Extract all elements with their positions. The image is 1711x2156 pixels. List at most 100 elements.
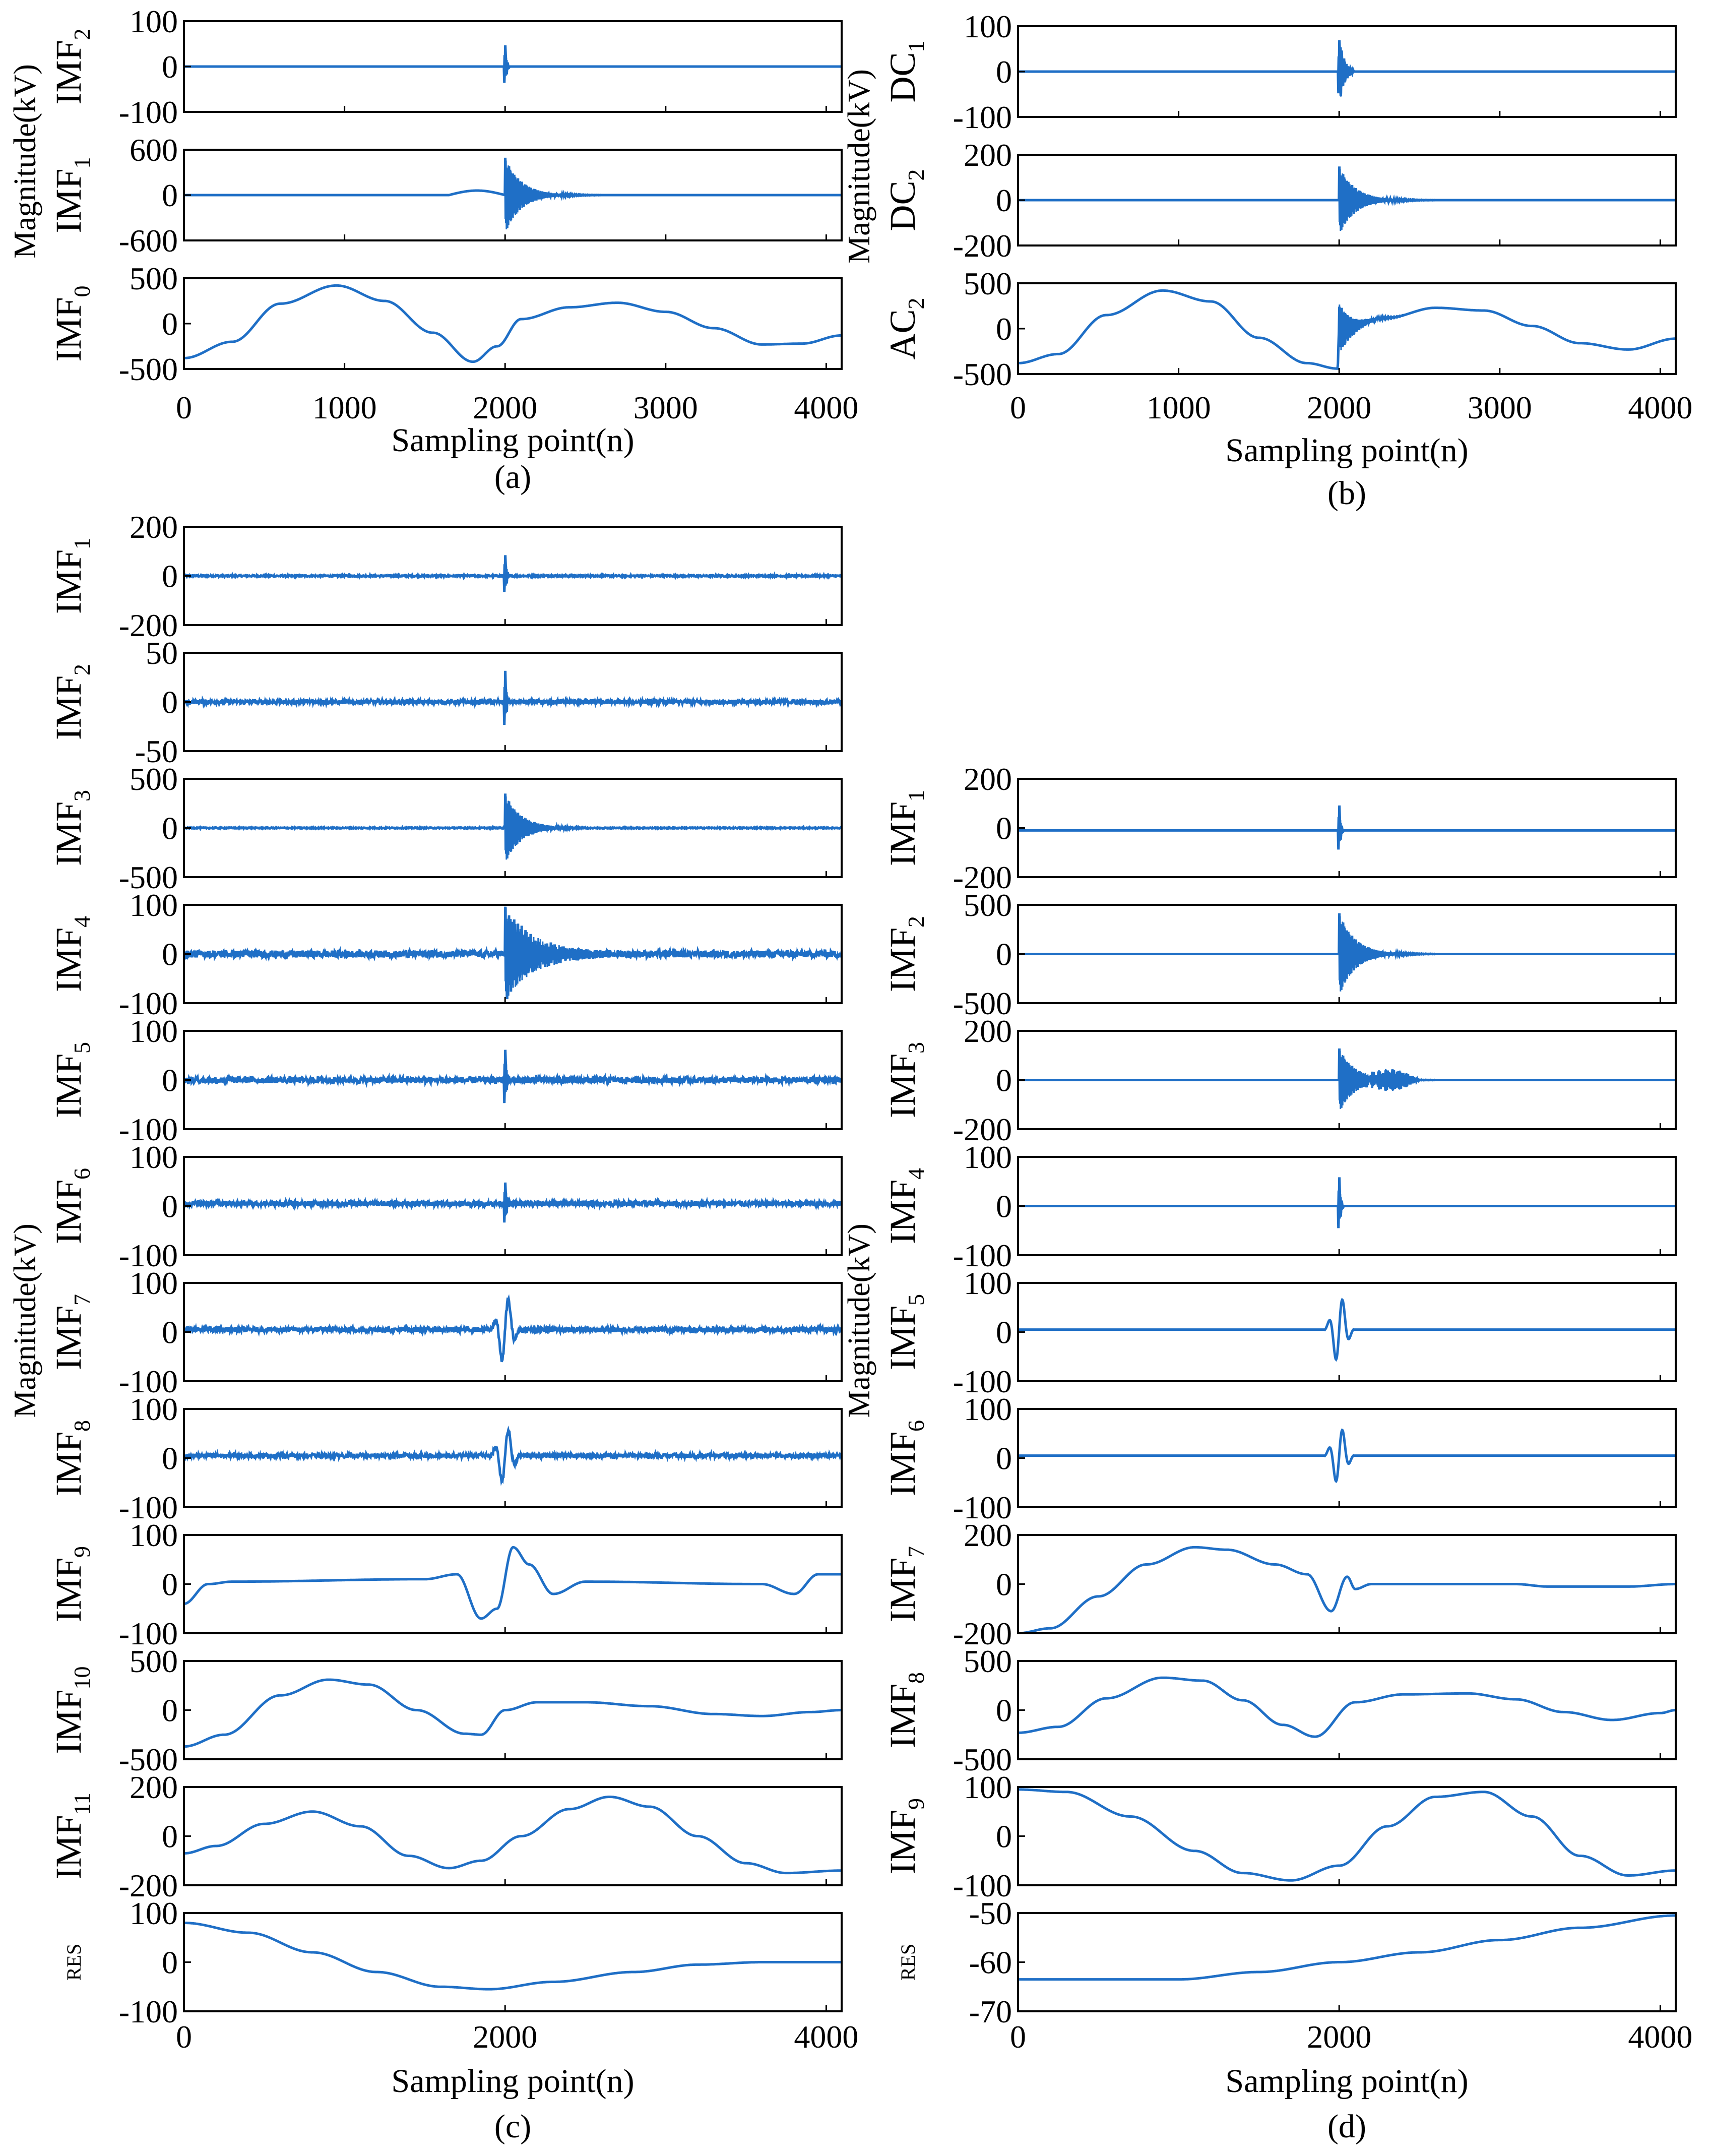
x-tick-label: 1000 — [312, 390, 377, 425]
panel-ylabel-sub: 11 — [69, 1793, 95, 1815]
x-tick-label: 0 — [176, 390, 192, 425]
x-axis-label: Sampling point(n) — [391, 2063, 634, 2100]
panel-imf5: 100 0 -100 IMF5 — [48, 1013, 843, 1147]
y-tick-label: -100 — [953, 99, 1012, 135]
panel-imf3: 200 0 -200 IMF3 — [882, 1013, 1677, 1147]
panel-imf8: 500 0 -500 IMF8 — [882, 1643, 1677, 1777]
panel-ylabel-sub: 1 — [69, 157, 95, 168]
panel-imf7: 200 0 -200 IMF7 — [882, 1517, 1677, 1651]
y-tick-label: -100 — [119, 1616, 178, 1651]
x-axis-label: Sampling point(n) — [1225, 2063, 1468, 2100]
y-tick-label: 500 — [964, 887, 1012, 923]
x-tick-label: 0 — [1010, 2019, 1026, 2055]
panel-ylabel-sub: 4 — [69, 916, 95, 928]
panel-ylabel: IMF11 — [48, 1793, 95, 1879]
panel-ylabel-main: IMF — [48, 297, 89, 361]
panel-ylabel: AC2 — [882, 297, 929, 359]
panel-ylabel: IMF1 — [882, 790, 929, 866]
y-tick-label: -100 — [119, 1364, 178, 1399]
panel-imf2: 50 0 -50 IMF2 — [48, 635, 843, 769]
y-tick-label: 0 — [162, 685, 178, 720]
panel-ylabel-main: DC — [882, 180, 923, 231]
series-line — [184, 1182, 842, 1223]
subfigure-caption: (c) — [494, 2108, 531, 2145]
y-tick-label: 0 — [162, 1945, 178, 1981]
y-tick-label: -100 — [119, 1238, 178, 1273]
y-tick-label: -500 — [119, 351, 178, 387]
panel-ylabel-main: IMF — [48, 40, 89, 104]
panel-ylabel-sub: 1 — [903, 790, 929, 802]
panel-imf4: 100 0 -100 IMF4 — [48, 887, 843, 1021]
series-line — [1018, 1298, 1676, 1362]
x-axis-label: Sampling point(n) — [1225, 432, 1468, 469]
y-tick-label: 500 — [964, 1643, 1012, 1679]
series-line-burst — [503, 1425, 602, 1474]
panel-ylabel: IMF2 — [882, 916, 929, 992]
axes-frame — [1017, 1534, 1677, 1634]
y-tick-label: 100 — [130, 1265, 178, 1301]
panel-ylabel: DC1 — [882, 40, 929, 102]
panel-ylabel-sub: 6 — [69, 1168, 95, 1180]
panel-ylabel: IMF5 — [882, 1294, 929, 1370]
panel-ylabel-sub: 2 — [903, 297, 929, 309]
panel-ylabel-sub: 2 — [903, 169, 929, 180]
y-tick-label: 200 — [130, 509, 178, 545]
x-tick-label: 2000 — [473, 2019, 537, 2055]
x-tick-label: 2000 — [1307, 2019, 1371, 2055]
y-tick-label: 0 — [162, 306, 178, 342]
panel-imf3: 500 0 -500 IMF3 — [48, 761, 843, 895]
panel-imf9: 100 0 -100 IMF9 — [882, 1769, 1677, 1903]
series-line — [184, 1546, 842, 1620]
x-tick-label: 0 — [176, 2019, 192, 2055]
axes-frame — [1017, 1660, 1677, 1760]
subfigure-caption: (d) — [1327, 2108, 1366, 2145]
panel-ylabel-sub: 3 — [69, 790, 95, 802]
y-tick-label: -50 — [969, 1895, 1012, 1931]
y-tick-label: -100 — [119, 1112, 178, 1147]
y-tick-label: -100 — [119, 1490, 178, 1525]
panel-ylabel: IMF9 — [48, 1546, 95, 1622]
panel-ylabel-main: IMF — [882, 1306, 923, 1370]
y-tick-label: 0 — [162, 1567, 178, 1603]
series-line-burst — [1337, 304, 1436, 369]
panel-imf6: 100 0 -100 IMF6 — [48, 1139, 843, 1273]
chart-group-d: 2000-200IMF15000-500IMF22000-200IMF31000… — [842, 761, 1692, 2145]
panel-ylabel-main: DC — [882, 52, 923, 102]
panel-ylabel: IMF4 — [882, 1168, 929, 1244]
y-tick-label: 0 — [996, 937, 1012, 972]
panel-ylabel-main: RES — [62, 1944, 85, 1981]
series-line-burst — [1337, 1429, 1436, 1474]
series-line — [1018, 1048, 1676, 1108]
series-line — [184, 1429, 842, 1486]
panel-ylabel-main: IMF — [48, 928, 89, 992]
series-line — [184, 670, 842, 725]
magnitude-axis-label: Magnitude(kV) — [842, 1223, 876, 1418]
y-tick-label: 100 — [130, 1517, 178, 1553]
y-tick-label: 100 — [130, 1391, 178, 1427]
series-line — [1018, 913, 1676, 990]
panel-ylabel-main: IMF — [48, 1689, 89, 1754]
y-tick-label: 200 — [130, 1769, 178, 1805]
panel-ylabel-main: IMF — [882, 928, 923, 992]
x-tick-label: 1000 — [1147, 390, 1211, 425]
panel-ylabel-main: IMF — [48, 675, 89, 740]
panel-ylabel: IMF0 — [48, 285, 95, 361]
panel-ylabel-sub: 10 — [69, 1666, 95, 1689]
y-tick-label: 500 — [130, 1643, 178, 1679]
magnitude-axis-label: Magnitude(kV) — [8, 64, 42, 259]
y-tick-label: 0 — [162, 1189, 178, 1224]
series-line-burst — [1337, 1299, 1436, 1352]
series-line — [184, 555, 842, 592]
series-line — [1018, 40, 1676, 96]
panel-ylabel-sub: 2 — [69, 664, 95, 675]
panel-ylabel-main: AC — [882, 309, 923, 359]
y-tick-label: -100 — [953, 1490, 1012, 1525]
y-tick-label: 0 — [162, 1693, 178, 1729]
panel-imf6: 100 0 -100 IMF6 — [882, 1391, 1677, 1525]
y-tick-label: -200 — [953, 1112, 1012, 1147]
y-tick-label: 100 — [964, 1139, 1012, 1175]
y-tick-label: 0 — [996, 1063, 1012, 1098]
y-tick-label: 0 — [162, 1441, 178, 1476]
series-line-burst — [1337, 1190, 1436, 1219]
series-line — [184, 45, 842, 83]
